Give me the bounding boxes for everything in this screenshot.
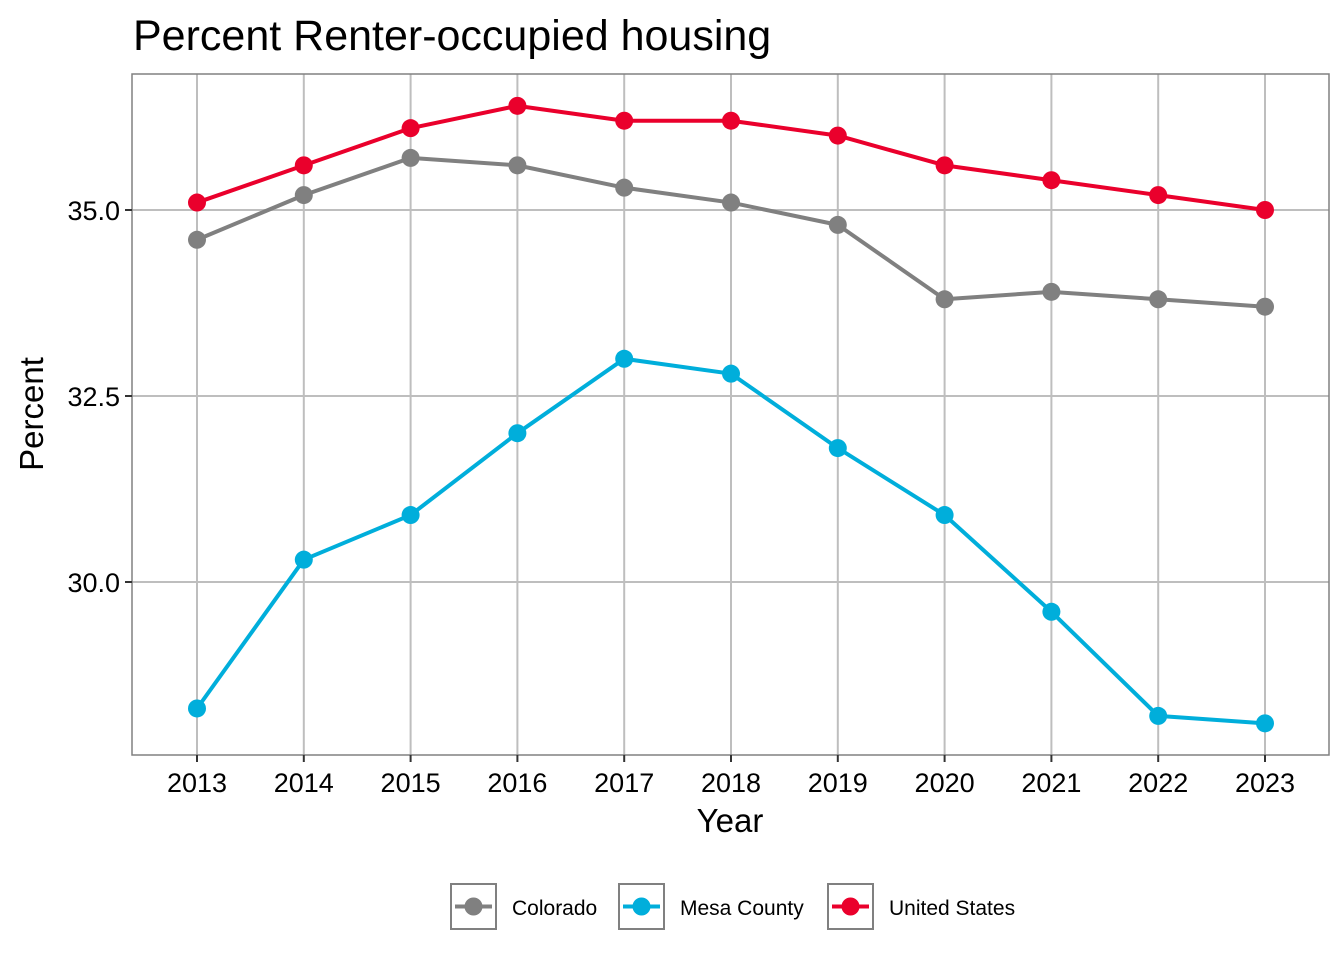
legend-label: Colorado xyxy=(512,897,597,920)
data-point xyxy=(188,193,206,212)
legend-marker xyxy=(632,897,651,916)
y-axis-label: Percent xyxy=(13,357,50,471)
data-point xyxy=(1256,201,1274,219)
data-point xyxy=(1149,290,1168,309)
data-point xyxy=(294,156,313,175)
x-tick-label: 2021 xyxy=(1021,768,1081,798)
legend-item: Mesa County xyxy=(618,883,804,930)
data-point xyxy=(615,349,634,368)
data-point xyxy=(722,193,740,212)
data-point xyxy=(935,156,954,175)
series-group xyxy=(188,96,1274,733)
legend: Colorado Mesa County United States xyxy=(450,883,1015,930)
gridlines xyxy=(132,74,1329,755)
series-united-states xyxy=(188,96,1274,219)
y-tick-label: 32.5 xyxy=(67,382,120,412)
y-axis: 30.0 32.5 35.0 xyxy=(67,196,132,598)
data-point xyxy=(828,439,847,458)
x-axis-label: Year xyxy=(697,802,764,839)
x-tick-label: 2020 xyxy=(915,768,975,798)
legend-label: United States xyxy=(889,897,1015,920)
y-tick-label: 35.0 xyxy=(67,196,120,226)
legend-item: United States xyxy=(827,883,1015,930)
legend-marker xyxy=(841,897,860,916)
data-point xyxy=(188,699,206,718)
data-point xyxy=(615,111,634,130)
data-point xyxy=(188,230,206,249)
data-point xyxy=(615,178,634,197)
x-tick-label: 2018 xyxy=(701,768,761,798)
series-mesa-county xyxy=(188,349,1274,733)
data-point xyxy=(508,96,527,115)
data-point xyxy=(1149,186,1168,205)
data-point xyxy=(508,424,527,443)
data-point xyxy=(828,126,847,145)
data-point xyxy=(1256,714,1274,733)
x-tick-label: 2022 xyxy=(1128,768,1188,798)
x-tick-label: 2017 xyxy=(594,768,654,798)
x-tick-label: 2013 xyxy=(167,768,227,798)
data-point xyxy=(294,550,313,569)
x-tick-label: 2023 xyxy=(1235,768,1295,798)
x-tick-label: 2015 xyxy=(381,768,441,798)
data-point xyxy=(1042,282,1061,301)
data-point xyxy=(401,148,420,167)
x-tick-label: 2019 xyxy=(808,768,868,798)
x-tick-label: 2016 xyxy=(487,768,547,798)
data-point xyxy=(935,290,954,309)
data-point xyxy=(935,506,954,525)
data-point xyxy=(1256,297,1274,316)
data-point xyxy=(1149,706,1168,725)
series-colorado xyxy=(188,148,1274,316)
legend-marker xyxy=(464,897,483,916)
data-point xyxy=(401,506,420,525)
data-point xyxy=(722,364,740,383)
legend-item: Colorado xyxy=(450,883,597,930)
y-tick-label: 30.0 xyxy=(67,568,120,598)
data-point xyxy=(508,156,527,175)
x-axis: 2013 2014 2015 2016 2017 2018 2019 2020 2021 2022… xyxy=(167,755,1295,798)
data-point xyxy=(401,119,420,138)
legend-label: Mesa County xyxy=(680,897,804,920)
data-point xyxy=(294,186,313,205)
data-point xyxy=(1042,602,1061,621)
data-point xyxy=(722,111,740,130)
chart-title: Percent Renter-occupied housing xyxy=(133,12,771,60)
x-tick-label: 2014 xyxy=(274,768,334,798)
data-point xyxy=(1042,171,1061,190)
data-point xyxy=(828,215,847,234)
